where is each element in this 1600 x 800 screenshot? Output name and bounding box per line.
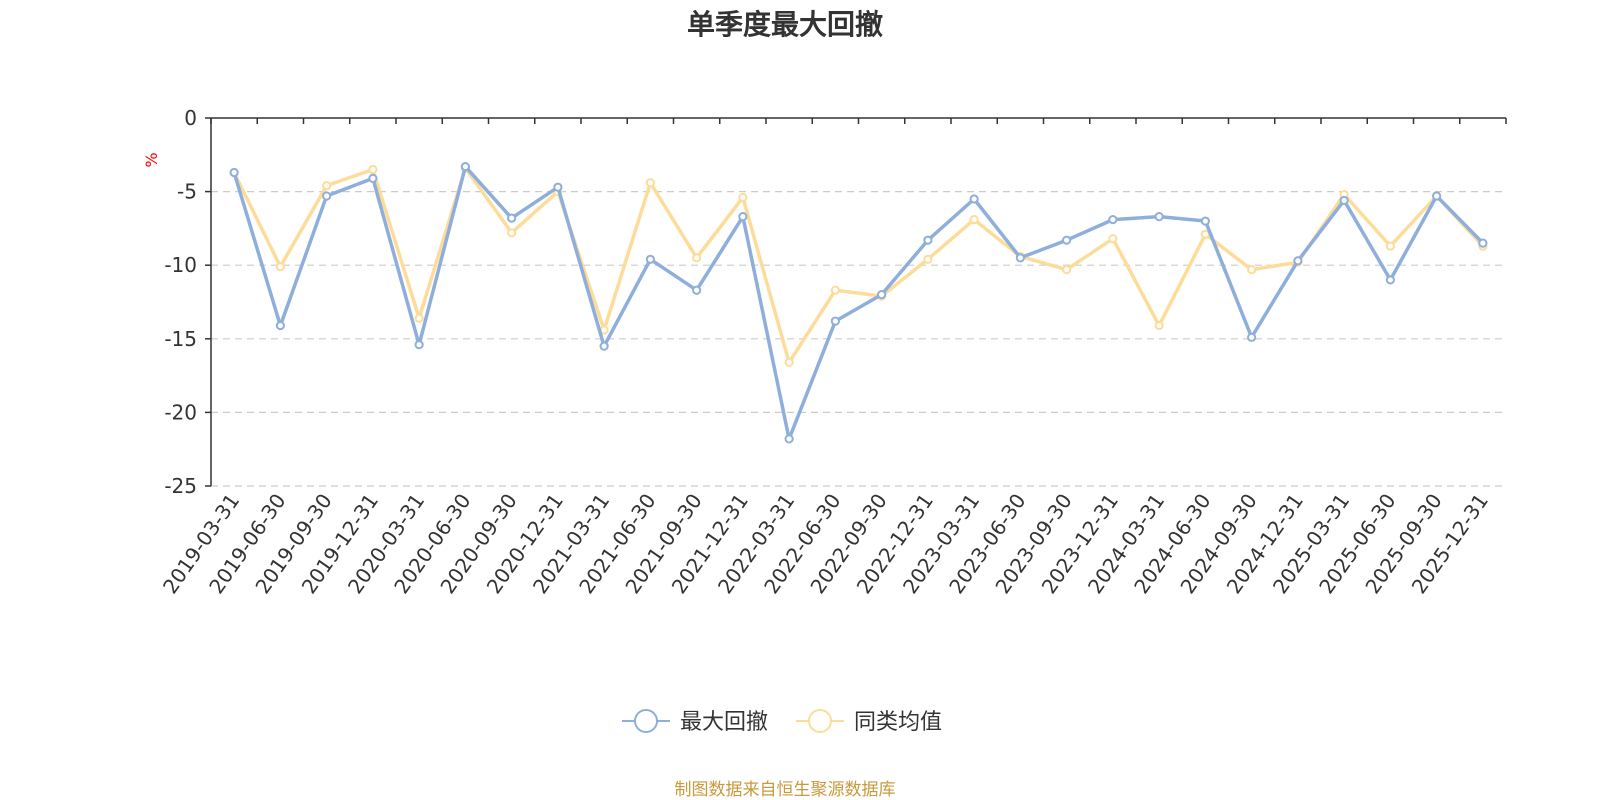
- y-tick-label: -20: [164, 400, 197, 424]
- data-point[interactable]: [275, 320, 285, 331]
- legend-label: 最大回撤: [680, 710, 768, 735]
- data-point[interactable]: [1293, 256, 1303, 266]
- data-point[interactable]: [969, 194, 979, 204]
- data-point[interactable]: [507, 213, 517, 223]
- data-point[interactable]: [1108, 214, 1118, 225]
- data-point[interactable]: [738, 212, 748, 222]
- series-line: [232, 166, 1485, 365]
- data-point[interactable]: [692, 253, 702, 263]
- data-point[interactable]: [1385, 275, 1395, 285]
- data-point[interactable]: [830, 316, 840, 326]
- legend-item[interactable]: 最大回撤: [622, 709, 768, 735]
- data-point[interactable]: [1108, 234, 1118, 244]
- data-point[interactable]: [692, 285, 702, 295]
- legend-label: 同类均值: [854, 710, 942, 735]
- gridlines: [211, 191, 1506, 487]
- data-point[interactable]: [923, 254, 933, 264]
- data-point[interactable]: [1339, 195, 1349, 206]
- data-point[interactable]: [322, 181, 332, 191]
- data-point[interactable]: [784, 434, 794, 444]
- data-source-note: 制图数据来自恒生聚源数据库: [675, 780, 896, 800]
- data-point[interactable]: [368, 164, 378, 175]
- data-point[interactable]: [507, 228, 517, 238]
- data-point[interactable]: [645, 254, 655, 264]
- legend-item[interactable]: 同类均值: [796, 709, 942, 735]
- axes: 0-5-10-15-20-252019-03-312019-06-302019-…: [158, 106, 1507, 598]
- series-group: [229, 161, 1488, 444]
- y-tick-label: 0: [184, 106, 197, 130]
- data-point[interactable]: [784, 357, 794, 367]
- data-point[interactable]: [1247, 265, 1257, 275]
- series-line: [232, 164, 1485, 441]
- data-point[interactable]: [1154, 320, 1164, 331]
- y-axis-unit: %: [142, 152, 161, 167]
- data-point[interactable]: [275, 262, 285, 272]
- data-point[interactable]: [368, 173, 378, 183]
- data-point[interactable]: [877, 290, 887, 300]
- data-point[interactable]: [553, 182, 563, 192]
- data-point[interactable]: [1154, 212, 1164, 222]
- data-point[interactable]: [414, 313, 424, 323]
- data-point[interactable]: [738, 192, 748, 203]
- chart-title: 单季度最大回撤: [687, 8, 883, 41]
- data-point[interactable]: [1015, 253, 1025, 263]
- data-point[interactable]: [1200, 216, 1210, 226]
- data-point[interactable]: [414, 340, 424, 350]
- y-tick-label: -25: [164, 474, 197, 498]
- legend[interactable]: 最大回撤 同类均值: [622, 709, 942, 735]
- data-point[interactable]: [322, 191, 332, 201]
- data-point[interactable]: [1247, 332, 1257, 342]
- data-point[interactable]: [599, 341, 609, 351]
- series-最大回撤: [229, 161, 1488, 444]
- legend-marker-icon: [634, 709, 658, 733]
- data-point[interactable]: [1385, 241, 1395, 251]
- data-point[interactable]: [460, 161, 470, 172]
- data-point[interactable]: [1062, 235, 1072, 245]
- data-point[interactable]: [1478, 238, 1488, 248]
- y-tick-label: -10: [164, 253, 197, 277]
- data-point[interactable]: [1432, 191, 1442, 201]
- data-point[interactable]: [645, 178, 655, 188]
- data-point[interactable]: [229, 167, 239, 178]
- data-point[interactable]: [1062, 265, 1072, 275]
- data-point[interactable]: [830, 285, 840, 295]
- legend-marker-icon: [808, 709, 832, 733]
- y-tick-label: -15: [164, 327, 197, 351]
- data-point[interactable]: [923, 235, 933, 245]
- y-tick-label: -5: [177, 180, 197, 204]
- data-point[interactable]: [969, 214, 979, 225]
